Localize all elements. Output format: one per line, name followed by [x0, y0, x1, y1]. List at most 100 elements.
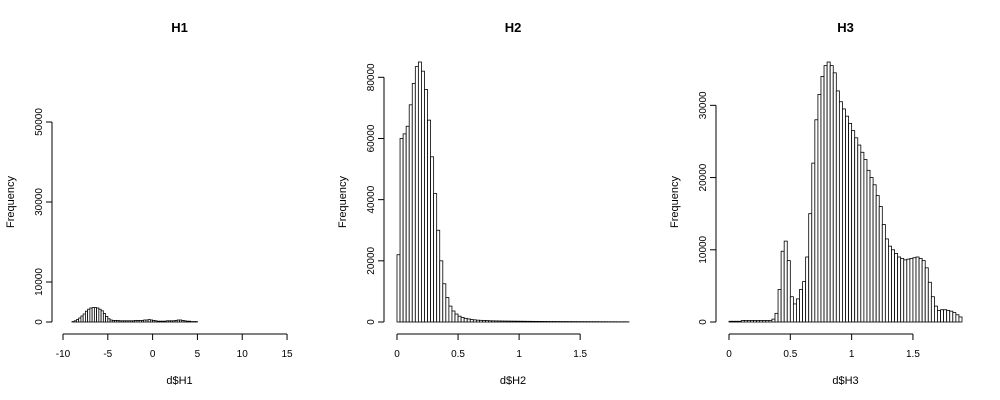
x-tick-label: 10 [237, 349, 249, 360]
histogram-bar [753, 320, 758, 323]
histogram-bar [454, 313, 459, 323]
histogram-bar [765, 320, 770, 323]
histogram-bar [955, 314, 960, 323]
histogram-bar [399, 138, 404, 323]
histogram-bar [857, 144, 862, 323]
x-tick-label: 0 [150, 349, 156, 360]
histogram-bar [768, 320, 773, 323]
histogram-bar [802, 281, 807, 323]
histogram-bar [924, 267, 929, 323]
y-tick-label: 60000 [366, 124, 377, 152]
histogram-bar [533, 320, 538, 323]
histogram-bar [906, 258, 911, 323]
histogram-bar [958, 316, 963, 323]
histogram-bar [891, 249, 895, 323]
histogram-bar [479, 319, 483, 323]
chart-title: H2 [505, 20, 522, 35]
histogram-bar [796, 298, 800, 323]
y-axis-label: Frequency [669, 176, 681, 228]
histogram-bar [463, 317, 468, 323]
histogram-bar [530, 320, 535, 323]
y-tick-label: 80000 [366, 63, 377, 91]
histogram-bar [900, 258, 905, 323]
histogram-bar [814, 119, 819, 323]
y-tick-label: 30000 [34, 188, 45, 216]
histogram-bar [396, 254, 401, 323]
histogram-bar [771, 318, 776, 323]
histogram-bar [860, 151, 865, 323]
histogram-bar [943, 309, 948, 323]
histogram-bar [469, 319, 474, 323]
x-tick-label: 1.5 [906, 349, 920, 360]
histogram-bars [71, 307, 198, 323]
histogram-bar [952, 312, 957, 323]
histogram-panel-h1: H1 -10 -5 0 5 10 15 0 10000 30000 50000 d$H1 Frequen… [5, 20, 293, 387]
histogram-bar [436, 229, 441, 323]
histogram-bar [823, 65, 828, 323]
histogram-bar [829, 65, 834, 323]
histogram-bar [792, 303, 797, 323]
y-tick-label: 10000 [698, 235, 709, 263]
histogram-bar [512, 320, 517, 323]
histogram-bar [472, 319, 477, 323]
histogram-bar [500, 320, 505, 323]
histogram-bars [728, 61, 963, 323]
histogram-bar [949, 310, 954, 323]
histogram-bar [482, 320, 486, 323]
histogram-bar [940, 309, 945, 323]
histogram-bars [396, 61, 630, 323]
histogram-bar [457, 315, 462, 323]
histogram-bar [808, 213, 813, 323]
x-tick-label: 0 [726, 349, 732, 360]
histogram-bar [805, 256, 810, 323]
histogram-bar [930, 296, 935, 323]
x-axis-label: d$H3 [832, 375, 858, 387]
histogram-bar [881, 224, 886, 323]
histogram-bar [430, 156, 435, 323]
histogram-bar [494, 320, 499, 323]
histogram-bar [912, 257, 917, 323]
histogram-bar [543, 321, 547, 323]
y-tick-label: 0 [34, 319, 45, 325]
histogram-bar [750, 320, 754, 323]
histogram-bar [524, 320, 529, 323]
histogram-bar [759, 320, 764, 323]
y-axis-label: Frequency [337, 176, 349, 228]
histogram-panel-h2: H2 0 0.5 1 1.5 0 20000 40000 60000 80000 d$H2 Frequ… [337, 20, 630, 387]
histogram-bar [786, 260, 791, 323]
histogram-bar [491, 320, 496, 323]
histogram-bar [799, 289, 803, 323]
histogram-bar [445, 297, 450, 323]
histogram-bar [746, 320, 751, 323]
histogram-bar [421, 70, 425, 323]
histogram-bar [875, 195, 880, 323]
x-tick-label: -10 [56, 349, 71, 360]
histogram-bar [937, 310, 941, 323]
y-tick-label: 30000 [698, 91, 709, 119]
histogram-bar [743, 320, 748, 323]
x-tick-label: 5 [195, 349, 201, 360]
y-tick-label: 40000 [366, 185, 377, 213]
histogram-bar [921, 260, 926, 323]
histogram-bar [408, 104, 413, 323]
y-tick-label: 0 [366, 319, 377, 325]
x-tick-label: 0.5 [451, 349, 465, 360]
y-axis-label: Frequency [5, 176, 17, 228]
chart-title: H3 [837, 20, 854, 35]
histogram-bar [774, 312, 779, 323]
histogram-bar [820, 76, 825, 323]
histogram-bar [817, 94, 822, 323]
histogram-bar [485, 320, 489, 323]
histogram-bar [475, 319, 480, 323]
histogram-bar [762, 320, 767, 323]
y-tick-label: 0 [698, 319, 709, 325]
histogram-bar [842, 108, 846, 323]
histogram-bar [424, 89, 428, 323]
histogram-bar [903, 259, 908, 323]
histogram-bar [872, 184, 877, 323]
histogram-bar [731, 320, 736, 323]
histogram-bar [909, 258, 914, 323]
x-axis-label: d$H1 [166, 375, 192, 387]
